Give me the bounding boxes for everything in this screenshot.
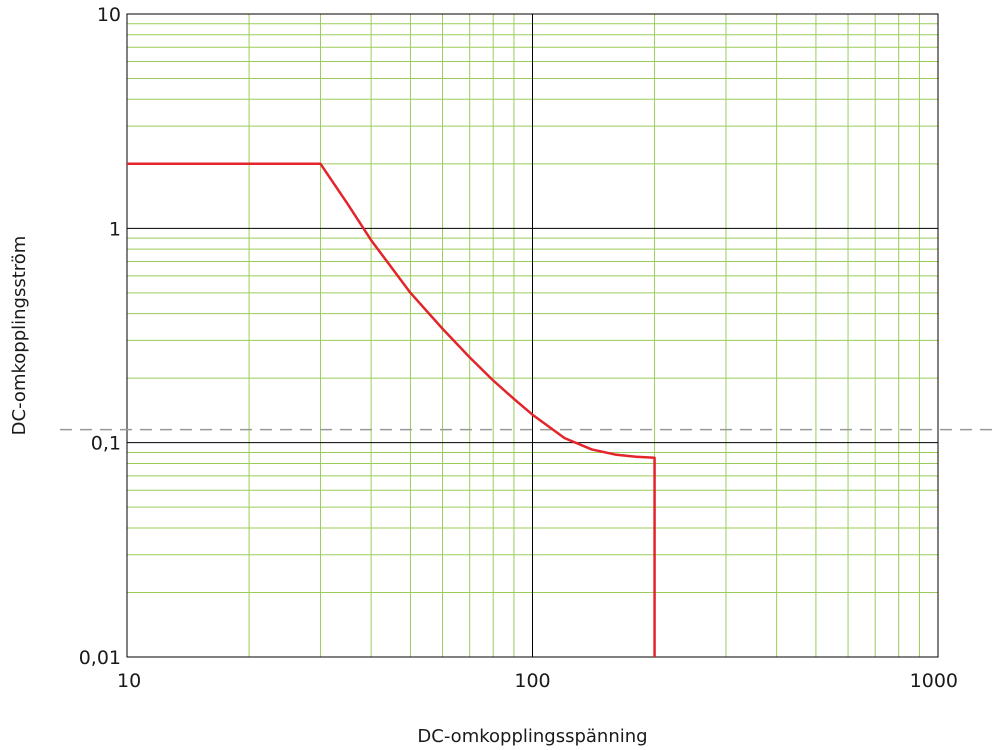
x-axis-title: DC-omkopplingsspänning [417,726,647,747]
y-tick-labels: 10 1 0,1 0,01 [79,4,121,669]
y-tick-label: 0,01 [79,647,121,669]
y-tick-label: 10 [97,4,121,26]
x-tick-labels: 10 100 1000 [117,670,958,692]
plot-frame [126,13,939,658]
major-gridlines [127,14,938,657]
y-tick-label: 0,1 [91,433,121,455]
series-line [127,162,656,657]
y-axis-title: DC-omkopplingsström [9,236,30,436]
y-tick-label: 1 [109,218,121,240]
x-tick-label: 10 [117,670,141,692]
x-tick-label: 100 [514,670,550,692]
x-tick-label: 1000 [910,670,958,692]
